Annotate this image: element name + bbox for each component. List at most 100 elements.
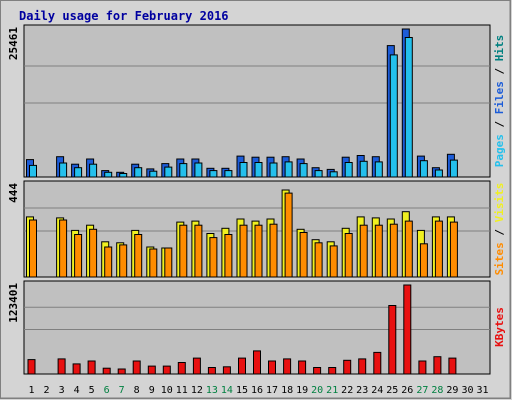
legend-entry-hits-files-pages-4: Hits [493,35,506,62]
day-label-21: 21 [326,385,338,396]
bar-files-day-9 [149,170,158,178]
bar-files-day-1 [29,164,37,178]
legend-entry-visits-sites-0: Sites [493,242,506,275]
day-label-28: 28 [431,385,443,396]
bar-kbytes-day-22 [343,359,352,375]
ymax-label-hits-files-pages: 25461 [7,27,20,60]
bar-files-day-21 [329,171,338,178]
bar-files-day-14 [224,170,233,178]
bar-sites-day-17 [269,223,278,278]
bar-kbytes-day-25 [388,305,397,375]
bar-sites-day-10 [164,247,173,278]
day-label-31: 31 [476,385,488,396]
bar-sites-day-15 [239,224,248,278]
bar-files-day-5 [89,163,98,178]
day-label-23: 23 [356,385,368,396]
day-label-25: 25 [386,385,398,396]
day-label-16: 16 [251,385,263,396]
bar-kbytes-day-24 [373,351,382,375]
bar-kbytes-day-20 [313,367,322,375]
day-label-7: 7 [119,385,125,396]
bar-kbytes-day-16 [253,350,261,375]
legend-hits-files-pages: Pages / Files / Hits [493,35,506,168]
day-label-5: 5 [89,385,95,396]
day-label-30: 30 [461,385,473,396]
bar-files-day-3 [59,162,68,178]
bar-kbytes-day-12 [192,357,201,375]
bar-files-day-10 [164,166,173,178]
day-label-18: 18 [281,385,293,396]
legend-entry-hits-files-pages-2: Files [493,81,506,114]
bar-kbytes-day-8 [132,360,141,375]
bar-kbytes-day-10 [162,365,171,375]
bar-files-day-4 [74,167,83,178]
day-label-20: 20 [311,385,323,396]
day-label-4: 4 [74,385,80,396]
bar-sites-day-21 [329,245,338,278]
bar-sites-day-4 [74,234,83,278]
bar-files-day-18 [284,161,293,178]
bar-sites-day-9 [149,248,158,278]
legend-entry-hits-files-pages-3: / [493,61,506,81]
panel-visits-sites: 444 Sites / Visits [7,180,506,278]
bar-sites-day-29 [449,221,458,278]
day-label-17: 17 [266,385,278,396]
bar-kbytes-day-6 [102,367,111,375]
bar-files-day-19 [299,163,308,178]
bar-sites-day-3 [59,219,68,278]
bar-sites-day-18 [284,192,293,278]
bar-sites-day-16 [254,224,263,278]
bar-files-day-27 [419,160,428,178]
bar-kbytes-day-19 [298,360,307,375]
bar-sites-day-26 [404,220,413,278]
ymax-label-visits-sites: 444 [7,183,20,203]
bar-files-day-16 [254,162,263,178]
bar-sites-day-5 [89,228,98,278]
legend-entry-hits-files-pages-0: Pages [493,134,506,167]
bar-kbytes-day-15 [238,357,246,375]
bar-sites-day-22 [344,233,353,278]
bar-kbytes-day-17 [268,360,276,375]
bar-sites-day-28 [434,220,443,278]
bar-files-day-17 [269,162,278,178]
bar-kbytes-day-3 [57,358,66,375]
bar-files-day-26 [404,37,413,178]
legend-entry-visits-sites-2: Visits [493,183,506,223]
chart-title: Daily usage for February 2016 [19,9,229,23]
day-label-14: 14 [221,385,233,396]
bar-files-day-28 [434,169,443,178]
day-label-1: 1 [28,385,34,396]
bar-sites-day-14 [224,234,233,278]
legend-entry-kbytes-0: KBytes [493,307,506,347]
bar-sites-day-7 [119,244,128,278]
day-label-8: 8 [134,385,140,396]
bar-kbytes-day-21 [328,367,337,375]
legend-visits-sites: Sites / Visits [493,183,506,276]
bar-sites-day-6 [104,246,113,278]
bar-kbytes-day-9 [147,365,156,375]
bar-kbytes-day-1 [27,359,36,375]
day-label-19: 19 [296,385,308,396]
bar-sites-day-12 [194,224,203,278]
bar-kbytes-day-26 [403,284,412,375]
legend-entry-visits-sites-1: / [493,222,506,242]
bar-kbytes-day-7 [117,368,126,375]
bar-kbytes-day-18 [283,358,292,375]
bar-kbytes-day-27 [418,360,427,375]
bar-sites-day-27 [419,243,428,278]
day-label-24: 24 [371,385,383,396]
bar-files-day-12 [194,162,203,178]
bar-files-day-13 [209,170,218,178]
bar-files-day-22 [344,162,353,178]
bar-sites-day-19 [299,232,308,278]
bar-kbytes-day-11 [177,362,186,375]
legend-entry-hits-files-pages-1: / [493,114,506,134]
panel-hits-files-pages: 25461 Pages / Files / Hits [7,24,506,178]
bar-files-day-23 [359,160,368,178]
panel-kbytes: 123401 KBytes [7,280,506,375]
bar-kbytes-day-13 [207,367,216,375]
day-label-9: 9 [149,385,155,396]
bar-files-day-15 [239,162,248,178]
bar-files-day-7 [119,173,128,178]
